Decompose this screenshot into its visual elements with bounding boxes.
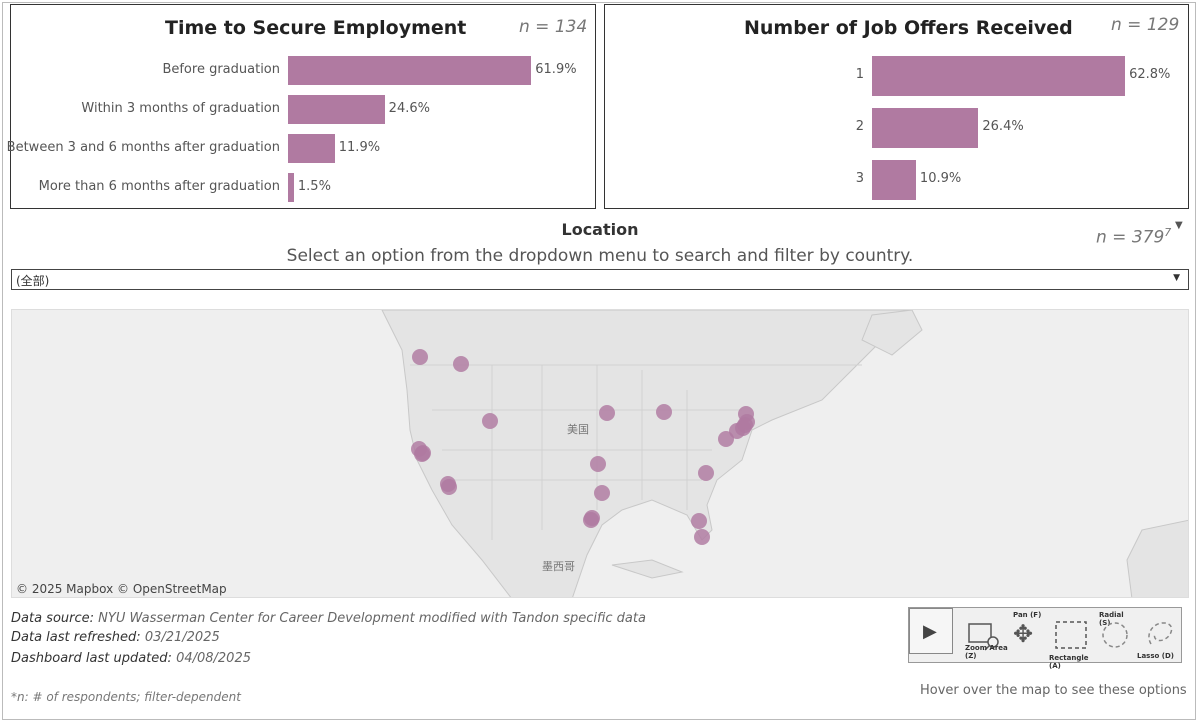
map-marker[interactable] (694, 528, 711, 545)
time-bar[interactable] (288, 95, 385, 124)
radial-tool[interactable]: Radial (S) (1097, 608, 1137, 662)
location-n-value: n = 379 (1096, 227, 1165, 248)
map-label-mexico: 墨西哥 (542, 560, 575, 573)
map-marker[interactable] (481, 412, 498, 429)
time-category-label: More than 6 months after graduation (38, 178, 280, 194)
map-marker[interactable] (655, 404, 672, 421)
time-to-employment-panel: Time to Secure Employment n = 134 Before… (6, 4, 596, 209)
time-bar[interactable] (288, 173, 294, 202)
rectangle-label: Rectangle (A) (1049, 654, 1089, 670)
zoom-area-tool[interactable]: Zoom Area (Z) (961, 608, 1008, 662)
zoom-area-icon (968, 623, 999, 651)
data-refreshed-value: 03/21/2025 (144, 630, 220, 645)
map-marker[interactable] (441, 478, 458, 495)
offers-bar[interactable] (872, 56, 1126, 96)
lasso-select-icon (1148, 622, 1173, 645)
location-n: n = 3797 (1096, 226, 1171, 248)
lasso-tool[interactable]: Lasso (D) (1137, 608, 1181, 662)
time-value-label: 24.6% (388, 100, 430, 116)
data-source-label: Data source: (11, 611, 95, 626)
map-marker[interactable] (593, 485, 610, 502)
radial-label: Radial (S) (1099, 611, 1124, 627)
time-value-label: 1.5% (297, 178, 331, 194)
map-marker[interactable] (717, 430, 734, 447)
dashboard-updated-label: Dashboard last updated: (11, 651, 172, 666)
data-refreshed-line: Data last refreshed: 03/21/2025 (11, 630, 220, 645)
map-hover-hint: Hover over the map to see these options (920, 683, 1187, 698)
time-category-label: Before graduation (162, 61, 280, 77)
offers-bar[interactable] (872, 108, 979, 148)
offers-panel-n: n = 129 (1111, 15, 1180, 35)
lasso-label: Lasso (D) (1137, 652, 1174, 660)
pan-tool[interactable]: Pan (F) ✥ (1009, 608, 1049, 662)
map-marker[interactable] (582, 511, 599, 528)
location-subtitle: Select an option from the dropdown menu … (286, 246, 914, 266)
time-bar[interactable] (288, 134, 335, 163)
country-filter-value: (全部) (16, 274, 50, 288)
data-source-value: NYU Wasserman Center for Career Developm… (98, 611, 646, 626)
time-bar[interactable] (288, 56, 532, 85)
data-refreshed-label: Data last refreshed: (11, 630, 141, 645)
location-n-sup: 7 (1164, 226, 1172, 239)
offers-category-label: 1 (855, 67, 864, 82)
offers-category-label: 2 (855, 119, 864, 134)
map-marker[interactable] (697, 464, 714, 481)
map-marker[interactable] (690, 512, 707, 529)
location-map[interactable]: 美国 墨西哥 © 2025 Mapbox © OpenStreetMap (11, 309, 1189, 598)
job-offers-panel: Number of Job Offers Received n = 129 1 6… (604, 4, 1189, 209)
chevron-down-icon: ▼ (1173, 273, 1180, 283)
map-marker[interactable] (598, 405, 615, 422)
zoom-area-label: Zoom Area (Z) (965, 644, 1008, 660)
time-panel-title: Time to Secure Employment (165, 17, 467, 39)
play-button[interactable]: ▶ (909, 608, 953, 654)
respondents-footnote: *n: # of respondents; filter-dependent (11, 690, 241, 704)
move-arrows-icon: ✥ (1013, 620, 1034, 648)
map-credit: © 2025 Mapbox © OpenStreetMap (16, 582, 227, 596)
rectangle-select-icon (1055, 621, 1087, 649)
offers-bar[interactable] (872, 160, 916, 200)
time-category-label: Within 3 months of graduation (81, 100, 280, 116)
map-toolbar: ▶ Zoom Area (Z) Pan (F) ✥ Rectangle (A) … (908, 607, 1182, 670)
pan-label: Pan (F) (1013, 611, 1042, 619)
dashboard-updated-value: 04/08/2025 (176, 651, 251, 666)
play-icon: ▶ (923, 621, 937, 642)
map-label-us: 美国 (567, 423, 589, 436)
offers-panel-title: Number of Job Offers Received (744, 17, 1073, 39)
offers-value-label: 62.8% (1129, 67, 1171, 82)
time-category-label: Between 3 and 6 months after graduation (6, 139, 280, 155)
data-source-line: Data source: NYU Wasserman Center for Ca… (11, 611, 646, 626)
offers-category-label: 3 (855, 171, 864, 186)
map-marker[interactable] (414, 445, 431, 462)
location-title: Location (561, 220, 639, 239)
offers-value-label: 10.9% (919, 171, 962, 186)
dropdown-triangle-icon[interactable]: ▼ (1175, 220, 1183, 231)
rectangle-tool[interactable]: Rectangle (A) (1049, 608, 1097, 670)
dashboard-updated-line: Dashboard last updated: 04/08/2025 (11, 651, 251, 666)
map-marker[interactable] (590, 456, 607, 473)
radial-select-icon (1102, 622, 1128, 648)
map-marker[interactable] (412, 349, 428, 365)
map-marker[interactable] (453, 355, 470, 372)
country-filter-dropdown[interactable]: (全部) ▼ (11, 269, 1189, 290)
map-basemap (12, 310, 1188, 597)
time-value-label: 11.9% (338, 139, 381, 155)
time-value-label: 61.9% (535, 61, 577, 77)
time-panel-n: n = 134 (519, 17, 588, 37)
offers-value-label: 26.4% (982, 119, 1024, 134)
